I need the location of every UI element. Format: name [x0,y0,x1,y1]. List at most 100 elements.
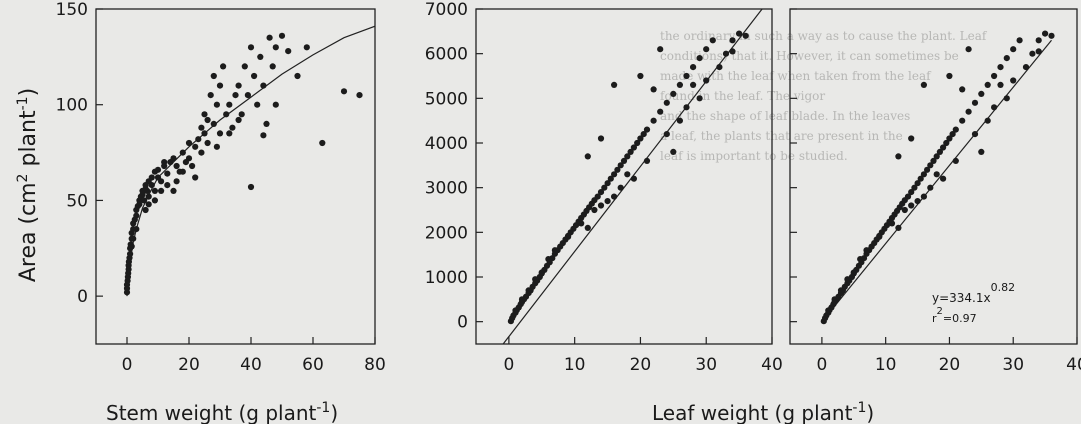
data-point [991,104,998,111]
bg-line: and the shape of leaf blade. In the leav… [660,109,910,123]
data-point [195,136,202,143]
data-point [696,55,703,62]
data-point [663,99,670,106]
data-point [235,82,242,89]
data-point [263,120,270,127]
regression-equation: y=334.1x0.82 r2=0.97 [932,281,1015,325]
data-point [888,220,896,227]
data-point [216,130,224,137]
data-point [278,32,286,39]
data-point [260,82,267,89]
data-point [683,104,690,111]
data-point [959,117,966,124]
data-point [127,250,134,258]
data-point [908,135,915,142]
data-point [130,235,137,242]
data-point [151,197,158,204]
data-point [584,153,591,160]
y-tick-label: 0 [77,287,88,307]
data-point [597,202,605,209]
y-tick-label: 150 [56,0,88,20]
data-point [189,162,196,170]
data-point [643,157,651,164]
data-point [863,247,870,254]
data-point [716,64,723,71]
data-point [984,117,991,124]
data-point [597,189,605,196]
plot-area [123,25,375,297]
r-squared-text: r2=0.97 [932,306,977,325]
data-point [722,50,730,57]
data-point [192,143,199,150]
data-point [220,63,227,70]
data-point [876,233,883,240]
data-point [525,287,532,294]
y-tick-label: 100 [56,96,88,116]
data-point [670,90,677,97]
x-tick-label: 40 [1066,355,1081,375]
x-axis-label-leaf: Leaf weight (g plant-1) [652,400,874,424]
data-point [617,162,624,169]
leaf-panel: 0 10 20 30 40 0 1000 2000 3000 4000 5000 6000 7000 [425,0,783,375]
data-point [340,88,348,95]
data-point [1003,95,1010,102]
data-point [319,139,326,147]
data-point [1035,48,1042,55]
data-point [946,72,953,80]
data-point [229,124,236,131]
data-point [204,139,211,147]
plot-frame [475,8,773,345]
equation-text: y=334.1x0.82 [932,281,1015,305]
data-point [238,111,245,118]
data-point [272,101,279,108]
data-point [148,182,155,189]
data-point [650,117,657,124]
data-point [145,201,152,208]
data-point [997,64,1004,71]
data-point [591,206,598,214]
y-tick-label: 0 [457,313,468,333]
data-point [640,131,647,138]
x-tick-label: 80 [364,355,386,375]
data-point [991,72,998,80]
leaf-fit-panel: 0 10 20 30 40 [789,8,1081,375]
data-point [133,226,140,233]
data-point [164,170,171,177]
data-point [154,166,162,173]
data-point [895,224,902,231]
data-point [584,224,591,231]
data-point [247,183,255,191]
y-tick-label: 4000 [425,134,468,154]
data-point [952,126,959,133]
y-tick-label: 5000 [425,89,468,109]
data-point [850,269,857,276]
data-point [158,178,165,185]
stem-panel: 0 20 40 60 80 0 50 100 150 [56,0,386,375]
data-point [927,162,934,169]
data-point [303,44,310,51]
data-point [634,139,641,147]
data-point [857,256,864,263]
data-point [257,53,264,61]
data-point [578,220,585,227]
data-point [604,180,611,187]
data-point [940,175,947,182]
data-point [924,166,931,173]
data-point [285,48,292,55]
data-point [971,99,979,106]
data-point [831,296,838,303]
data-point [952,157,959,164]
data-point [226,101,233,108]
plot-area [820,30,1055,325]
x-tick-label: 0 [503,355,514,375]
data-point [984,81,991,88]
data-point [144,187,151,194]
data-point [142,206,149,214]
data-point [729,37,736,44]
data-point [676,81,684,88]
data-point [532,276,539,283]
data-point [627,148,634,155]
data-point [201,130,208,137]
data-point [244,92,251,99]
data-point [650,86,657,93]
